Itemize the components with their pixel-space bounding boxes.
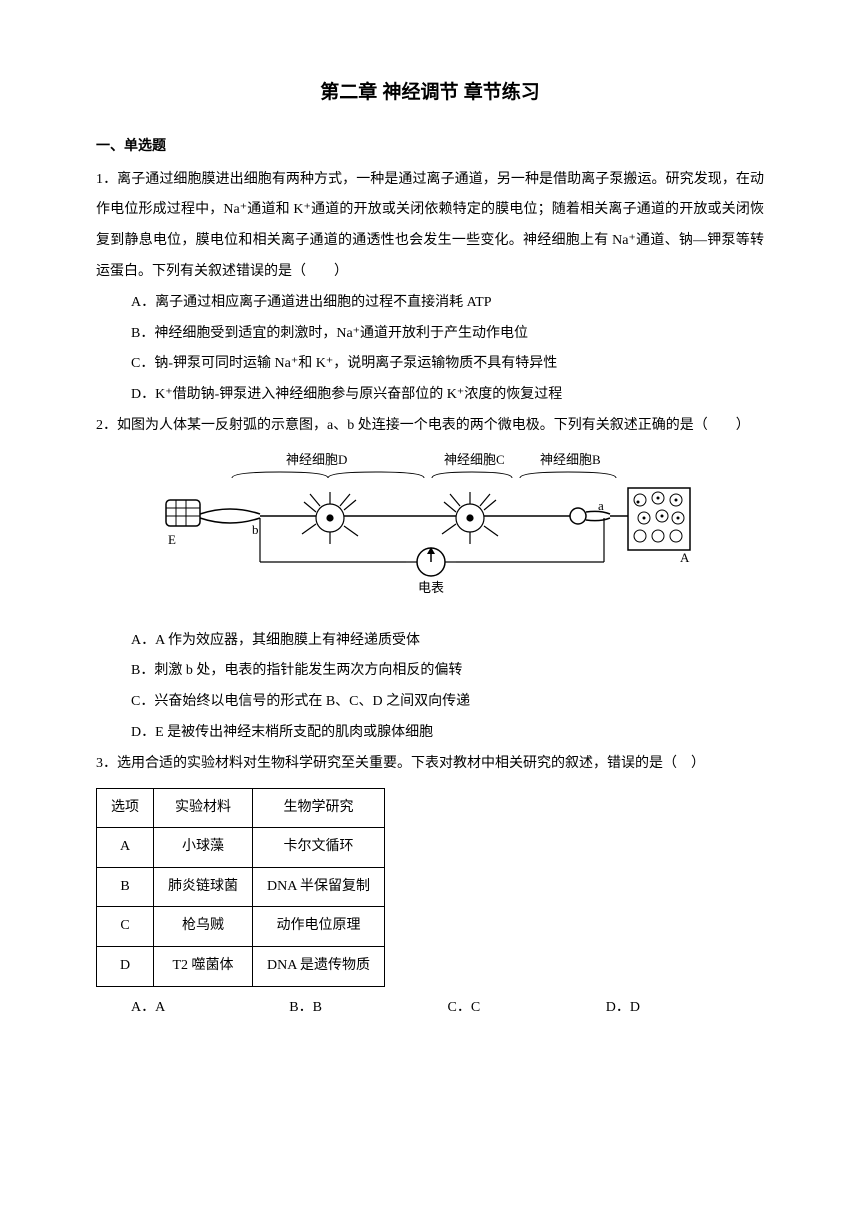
q3-option-c: C．C <box>448 993 606 1024</box>
effector-a <box>628 488 690 550</box>
label-a-electrode: a <box>598 498 604 513</box>
q1-option-c: C．钠-钾泵可同时运输 Na⁺和 K⁺，说明离子泵运输物质不具有特异性 <box>96 349 764 380</box>
q3-option-b: B．B <box>289 993 447 1024</box>
q2-options: A．A 作为效应器，其细胞膜上有神经递质受体 B．刺激 b 处，电表的指针能发生… <box>96 626 764 749</box>
page-title: 第二章 神经调节 章节练习 <box>96 72 764 114</box>
q3-row-b-key: B <box>97 867 154 907</box>
q2-option-b: B．刺激 b 处，电表的指针能发生两次方向相反的偏转 <box>96 656 764 687</box>
table-row: D T2 噬菌体 DNA 是遗传物质 <box>97 946 385 986</box>
q3-head-2: 实验材料 <box>154 788 253 828</box>
q1-option-d: D．K⁺借助钠-钾泵进入神经细胞参与原兴奋部位的 K⁺浓度的恢复过程 <box>96 380 764 411</box>
neuron-d-body <box>302 492 358 544</box>
q2-option-d: D．E 是被传出神经末梢所支配的肌肉或腺体细胞 <box>96 718 764 749</box>
q3-row-b-mat: 肺炎链球菌 <box>154 867 253 907</box>
table-row: C 枪乌贼 动作电位原理 <box>97 907 385 947</box>
q1-option-b: B．神经细胞受到适宜的刺激时，Na⁺通道开放利于产生动作电位 <box>96 319 764 350</box>
label-cell-c: 神经细胞C <box>444 452 505 467</box>
q3-row-c-key: C <box>97 907 154 947</box>
question-2: 2．如图为人体某一反射弧的示意图，a、b 处连接一个电表的两个微电极。下列有关叙… <box>96 411 764 749</box>
label-cell-d: 神经细胞D <box>286 452 347 467</box>
label-e: E <box>168 532 176 547</box>
q3-options: A．A B．B C．C D．D <box>96 993 764 1024</box>
q1-option-a: A．离子通过相应离子通道进出细胞的过程不直接消耗 ATP <box>96 288 764 319</box>
neuron-c-body <box>442 492 498 544</box>
q3-row-d-res: DNA 是遗传物质 <box>253 946 385 986</box>
q1-options: A．离子通过相应离子通道进出细胞的过程不直接消耗 ATP B．神经细胞受到适宜的… <box>96 288 764 411</box>
q2-option-a: A．A 作为效应器，其细胞膜上有神经递质受体 <box>96 626 764 657</box>
section-heading: 一、单选题 <box>96 130 764 161</box>
q3-head-3: 生物学研究 <box>253 788 385 828</box>
question-1: 1．离子通过细胞膜进出细胞有两种方式，一种是通过离子通道，另一种是借助离子泵搬运… <box>96 165 764 411</box>
q3-option-d: D．D <box>606 993 764 1024</box>
q3-stem: 3．选用合适的实验材料对生物科学研究至关重要。下表对教材中相关研究的叙述，错误的… <box>96 749 764 780</box>
q1-stem: 1．离子通过细胞膜进出细胞有两种方式，一种是通过离子通道，另一种是借助离子泵搬运… <box>96 165 764 288</box>
q3-row-b-res: DNA 半保留复制 <box>253 867 385 907</box>
question-3: 3．选用合适的实验材料对生物科学研究至关重要。下表对教材中相关研究的叙述，错误的… <box>96 749 764 1024</box>
q3-table: 选项 实验材料 生物学研究 A 小球藻 卡尔文循环 B 肺炎链球菌 DNA 半保… <box>96 788 385 987</box>
table-row: B 肺炎链球菌 DNA 半保留复制 <box>97 867 385 907</box>
table-row: A 小球藻 卡尔文循环 <box>97 828 385 868</box>
q3-row-c-res: 动作电位原理 <box>253 907 385 947</box>
q2-stem: 2．如图为人体某一反射弧的示意图，a、b 处连接一个电表的两个微电极。下列有关叙… <box>96 411 764 442</box>
q3-row-a-mat: 小球藻 <box>154 828 253 868</box>
receptor-e <box>166 500 200 526</box>
label-b-electrode: b <box>252 522 259 537</box>
q3-row-d-key: D <box>97 946 154 986</box>
q3-row-c-mat: 枪乌贼 <box>154 907 253 947</box>
q3-head-1: 选项 <box>97 788 154 828</box>
meter-label: 电表 <box>418 580 444 595</box>
q2-diagram: 神经细胞D 神经细胞C 神经细胞B E <box>96 452 764 620</box>
q3-row-d-mat: T2 噬菌体 <box>154 946 253 986</box>
q2-option-c: C．兴奋始终以电信号的形式在 B、C、D 之间双向传递 <box>96 687 764 718</box>
label-a: A <box>680 550 690 565</box>
q3-option-a: A．A <box>131 993 289 1024</box>
label-cell-b: 神经细胞B <box>540 452 601 467</box>
q3-row-a-res: 卡尔文循环 <box>253 828 385 868</box>
q3-row-a-key: A <box>97 828 154 868</box>
